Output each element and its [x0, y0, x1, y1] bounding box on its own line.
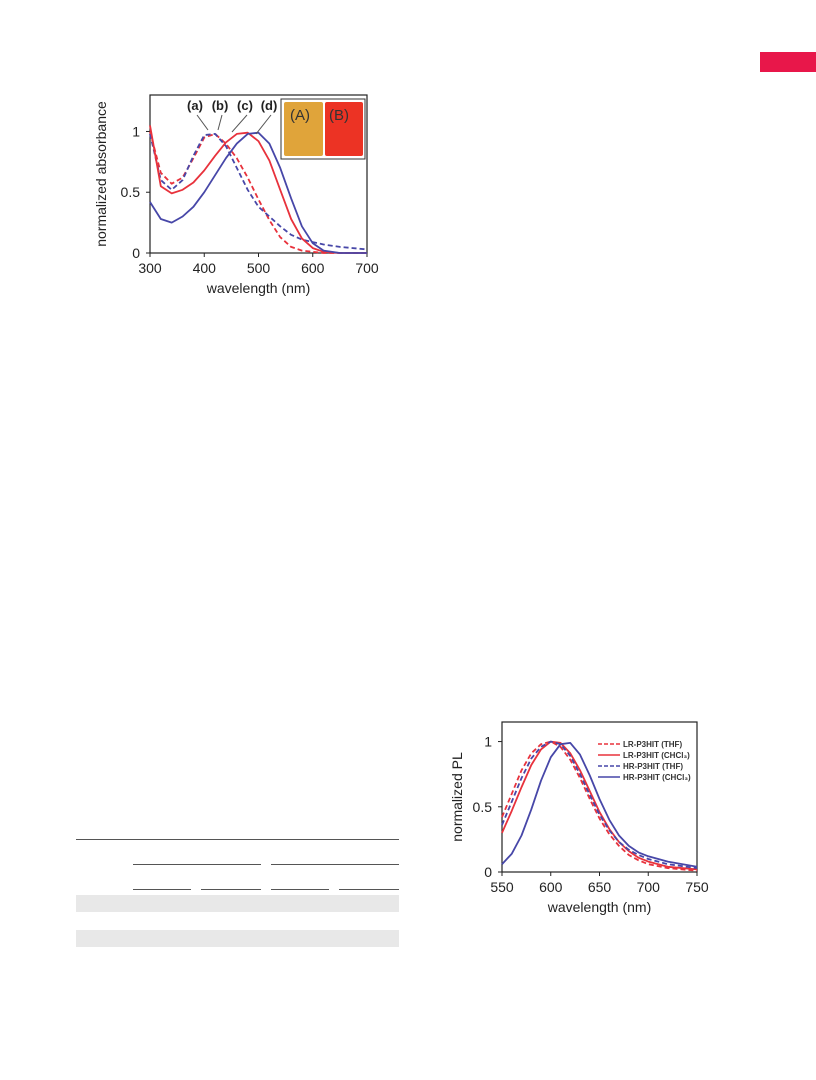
y-tick-label: 0	[132, 245, 140, 261]
table-col-rule-2	[201, 889, 261, 890]
curve-annotation: (a)	[187, 98, 203, 113]
table-top-rule	[76, 839, 399, 840]
table-group-rule-left	[133, 864, 261, 865]
series-line-3	[149, 125, 367, 254]
curve-annotation: (d)	[261, 98, 278, 113]
x-tick-label: 600	[301, 260, 325, 276]
annotation-arrow	[196, 114, 209, 131]
x-axis-title: wavelength (nm)	[206, 280, 311, 296]
y-tick-label: 1	[132, 123, 140, 139]
y-tick-label: 0.5	[121, 184, 141, 200]
annotation-arrow	[231, 114, 248, 133]
inset-sample-b	[325, 102, 363, 156]
x-tick-label: 700	[355, 260, 379, 276]
x-tick-label: 500	[247, 260, 271, 276]
table-col-rule-3	[271, 889, 329, 890]
section-tab	[760, 52, 816, 72]
table-col-rule-4	[339, 889, 399, 890]
curve-annotation: (c)	[237, 98, 253, 113]
x-tick-label: 300	[138, 260, 162, 276]
table-col-rule-1	[133, 889, 191, 890]
inset-photos: (A) (B)	[280, 98, 366, 160]
inset-label-b: (B)	[329, 107, 349, 124]
x-tick-label: 400	[193, 260, 217, 276]
y-axis-title: normalized absorbance	[93, 101, 109, 247]
annotation-arrow	[217, 114, 223, 131]
table-group-rule-right	[271, 864, 399, 865]
curve-annotation: (b)	[212, 98, 229, 113]
series-line-4	[149, 131, 367, 254]
inset-sample-a	[284, 102, 323, 156]
annotation-arrow	[255, 114, 272, 135]
table-row-band	[76, 930, 399, 947]
table-row-band	[76, 895, 399, 912]
inset-label-a: (A)	[290, 107, 310, 124]
